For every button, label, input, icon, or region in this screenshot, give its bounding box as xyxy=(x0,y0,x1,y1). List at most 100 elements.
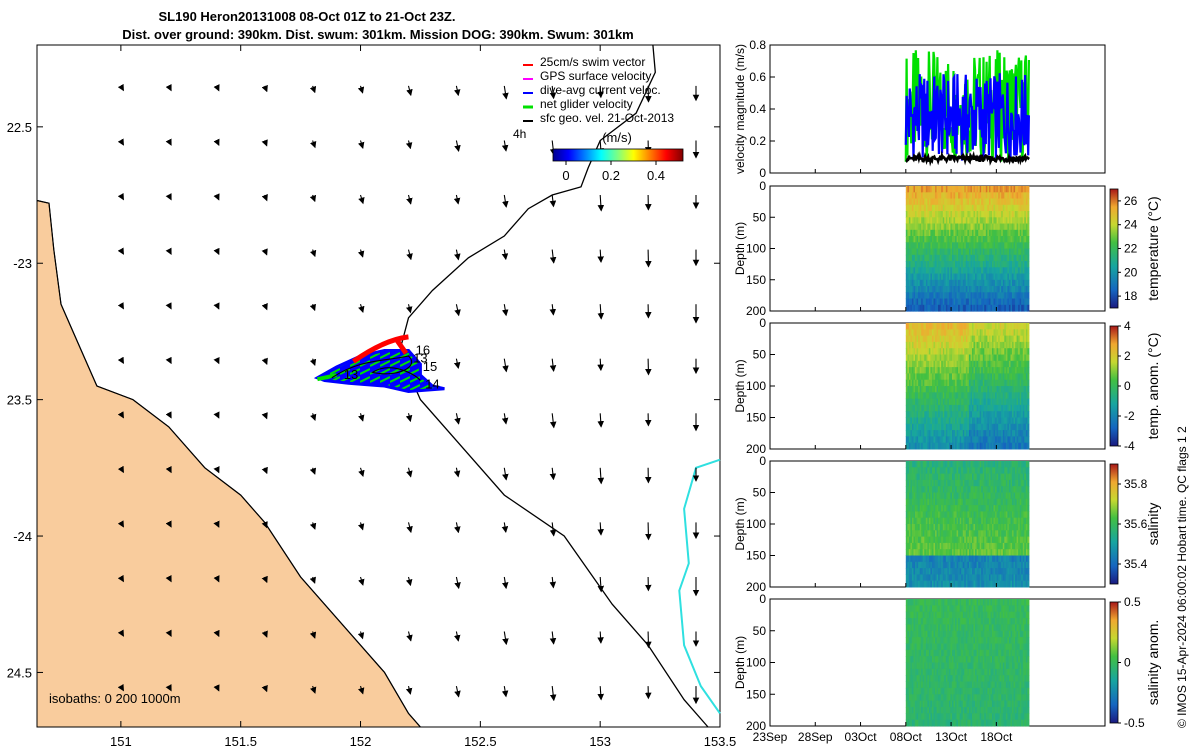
heatmap-cell xyxy=(959,192,962,200)
heatmap-cell xyxy=(1001,242,1004,250)
heatmap-cell xyxy=(970,479,973,487)
heatmap-cell xyxy=(987,442,990,450)
heatmap-cell xyxy=(928,542,931,550)
heatmap-cell xyxy=(968,267,971,275)
heatmap-cell xyxy=(958,254,961,262)
heatmap-cell xyxy=(962,298,965,306)
heatmap-cell xyxy=(956,467,959,475)
heatmap-cell xyxy=(945,211,948,218)
heatmap-cell xyxy=(993,367,996,374)
heatmap-cell xyxy=(928,392,931,400)
heatmap-cell xyxy=(1018,486,1021,493)
heatmap-cell xyxy=(968,292,971,300)
quiver-arrow xyxy=(261,84,268,93)
heatmap-cell xyxy=(913,386,916,393)
heatmap-cell xyxy=(922,411,925,418)
heatmap-cell xyxy=(1013,386,1016,393)
heatmap-cell xyxy=(1021,223,1024,231)
heatmap-cell xyxy=(1008,404,1011,412)
heatmap-cell xyxy=(936,192,939,200)
heatmap-cell xyxy=(1004,536,1007,544)
heatmap-cell xyxy=(952,461,954,468)
heatmap-cell xyxy=(953,423,956,431)
heatmap-cell xyxy=(918,549,921,556)
heatmap-cell xyxy=(982,367,985,374)
track-day-label: 14 xyxy=(425,377,439,392)
heatmap-cell xyxy=(1010,304,1013,312)
heatmap-cell xyxy=(955,411,958,418)
heatmap-cell xyxy=(1005,367,1008,374)
heatmap-cell xyxy=(947,223,950,231)
heatmap-cell xyxy=(919,367,922,374)
heatmap-cell xyxy=(927,286,930,293)
heatmap-cell xyxy=(993,373,996,381)
heatmap-cell xyxy=(955,568,958,575)
heatmap-cell xyxy=(932,373,934,381)
heatmap-cell xyxy=(964,542,967,550)
heatmap-cell xyxy=(938,279,941,287)
heatmap-cell xyxy=(959,304,962,312)
heatmap-cell xyxy=(987,217,990,225)
heatmap-cell xyxy=(922,192,925,200)
heatmap-cell xyxy=(958,555,961,563)
heatmap-cell xyxy=(968,473,971,481)
heatmap-cell xyxy=(992,192,994,200)
heatmap-cell xyxy=(912,204,914,212)
heatmap-cell xyxy=(935,192,938,200)
heatmap-cell xyxy=(1016,492,1019,500)
heatmap-cell xyxy=(985,442,988,450)
heatmap-cell xyxy=(945,386,948,393)
heatmap-cell xyxy=(953,292,956,300)
heatmap-cell xyxy=(978,217,981,225)
heatmap-cell xyxy=(938,386,941,393)
heatmap-cell xyxy=(1010,461,1013,468)
heatmap-cell xyxy=(908,335,911,343)
heatmap-cell xyxy=(952,248,954,256)
heatmap-cell xyxy=(975,273,978,281)
heatmap-cell xyxy=(967,367,970,374)
heatmap-cell xyxy=(958,574,961,582)
heatmap-cell xyxy=(1019,379,1022,387)
heatmap-cell xyxy=(1013,423,1016,431)
heatmap-cell xyxy=(950,335,953,343)
heatmap-cell xyxy=(932,404,934,412)
heatmap-cell xyxy=(1005,461,1008,468)
heatmap-cell xyxy=(965,360,968,368)
heatmap-cell xyxy=(921,398,924,406)
heatmap-cell xyxy=(1008,430,1011,437)
heatmap-cell xyxy=(956,555,959,563)
heatmap-cell xyxy=(936,442,939,450)
heatmap-cell xyxy=(936,574,939,582)
colorbar-tick-label: 2 xyxy=(1124,349,1131,363)
heatmap-cell xyxy=(945,492,948,500)
heatmap-cell xyxy=(1001,517,1004,525)
heatmap-cell xyxy=(995,242,998,250)
heatmap-cell xyxy=(910,261,913,268)
heatmap-cell xyxy=(1007,530,1010,538)
heatmap-cell xyxy=(915,536,917,544)
heatmap-cell xyxy=(928,204,931,212)
heatmap-cell xyxy=(1012,341,1014,349)
heatmap-cell xyxy=(999,386,1002,393)
heatmap-cell xyxy=(964,479,967,487)
heatmap-cell xyxy=(1027,254,1030,262)
heatmap-cell xyxy=(958,192,961,200)
heatmap-cell xyxy=(947,304,950,312)
heatmap-cell xyxy=(978,298,981,306)
heatmap-cell xyxy=(922,549,925,556)
heatmap-cell xyxy=(967,273,970,281)
heatmap-cell xyxy=(1027,198,1030,206)
heatmap-cell xyxy=(1005,192,1008,200)
heatmap-cell xyxy=(995,430,998,437)
heatmap-cell xyxy=(944,542,947,550)
heatmap-cell xyxy=(976,386,979,393)
heatmap-cell xyxy=(968,574,971,582)
heatmap-cell xyxy=(958,423,961,431)
heatmap-cell xyxy=(990,242,993,250)
heatmap-cell xyxy=(984,461,987,468)
map-x-tick-label: 152.5 xyxy=(464,734,497,749)
heatmap-cell xyxy=(947,549,950,556)
quiver-arrow xyxy=(357,249,365,258)
heatmap-cell xyxy=(930,442,933,450)
